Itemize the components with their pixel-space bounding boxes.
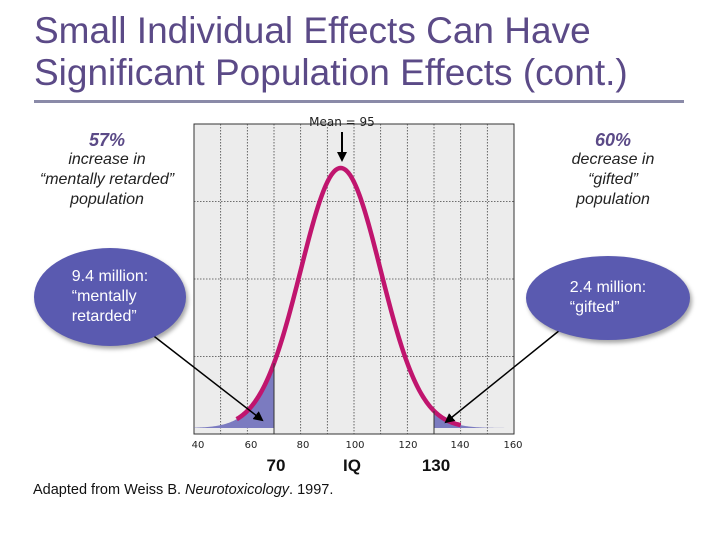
x-tick-label: 40 (192, 440, 205, 451)
x-tick-label: 60 (245, 440, 258, 451)
right-annotation-line1: decrease in (571, 151, 655, 168)
right-annotation: 60% decrease in “gifted” population (548, 130, 678, 210)
left-count-text: 9.4 million: “mentally retarded” (71, 268, 149, 325)
slide-title: Small Individual Effects Can Have Signif… (34, 10, 628, 93)
marked-value-label: 70 (267, 456, 286, 475)
left-annotation-line3: population (70, 191, 144, 208)
mean-label: Mean = 95 (309, 115, 375, 129)
left-annotation-line1: increase in (68, 151, 146, 168)
right-annotation-line3: population (576, 191, 650, 208)
right-count-bubble: 2.4 million: “gifted” (526, 256, 690, 340)
left-bubble-arrow (145, 329, 264, 422)
grid-lines (194, 124, 514, 434)
x-tick-label: 140 (450, 440, 469, 451)
x-tick-label: 80 (297, 440, 310, 451)
x-axis-label: IQ (343, 456, 361, 475)
source-journal: Neurotoxicology (185, 482, 290, 498)
right-count-text: 2.4 million: “gifted” (569, 279, 647, 316)
x-tick-label: 120 (398, 440, 417, 451)
x-tick-labels: 40 60 80 100 120 140 160 (192, 440, 523, 451)
left-count-bubble: 9.4 million: “mentally retarded” (34, 248, 186, 346)
right-annotation-line2: “gifted” (588, 171, 638, 188)
left-annotation-line2: “mentally retarded” (39, 171, 175, 188)
marked-value-label: 130 (422, 456, 450, 475)
left-annotation: 57% increase in “mentally retarded” popu… (22, 130, 192, 210)
x-tick-label: 100 (345, 440, 364, 451)
title-divider (34, 100, 684, 103)
right-annotation-percent: 60% (594, 130, 632, 150)
right-bubble-arrow (444, 329, 561, 424)
marked-value-lines (273, 363, 435, 434)
x-tick-label: 160 (503, 440, 522, 451)
marked-value-labels: 70 130 (267, 456, 451, 475)
source-suffix: . 1997. (289, 482, 334, 498)
source-prefix: Adapted from Weiss B. (33, 482, 186, 498)
left-annotation-percent: 57% (88, 130, 126, 150)
source-citation: Adapted from Weiss B. Neurotoxicology. 1… (33, 482, 333, 498)
